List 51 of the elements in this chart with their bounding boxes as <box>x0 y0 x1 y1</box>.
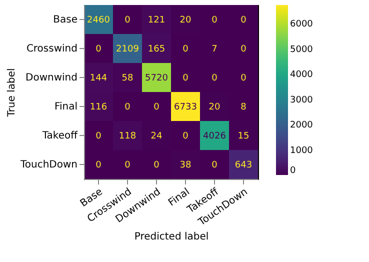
data-label: 0 <box>124 160 131 170</box>
data-label: 0 <box>96 44 102 54</box>
color-bar-label: 2000 <box>290 120 314 130</box>
y-tick-label: Crosswind <box>26 44 78 54</box>
y-tick-label: Takeoff <box>41 130 79 142</box>
y-tick-label: Base <box>53 14 78 26</box>
data-label: 0 <box>212 16 218 26</box>
data-label: 144 <box>90 74 108 84</box>
color-bar-label: 6000 <box>290 20 314 30</box>
data-label: 58 <box>122 74 134 84</box>
data-label: 0 <box>182 74 189 84</box>
data-label: 0 <box>240 74 247 84</box>
color-bar-label: 4000 <box>290 70 314 80</box>
data-label: 0 <box>154 160 160 170</box>
data-label: 118 <box>118 132 136 142</box>
data-label: 6733 <box>174 102 197 112</box>
data-label: 0 <box>96 160 102 170</box>
x-axis-title: Predicted label <box>134 231 209 242</box>
data-label: 643 <box>234 160 252 170</box>
data-label: 0 <box>240 44 247 54</box>
data-label: 2460 <box>87 16 110 26</box>
data-label: 4026 <box>203 132 226 142</box>
data-label: 0 <box>182 44 189 54</box>
data-label: 24 <box>150 132 162 142</box>
data-label: 0 <box>212 160 218 170</box>
data-label: 20 <box>180 16 192 26</box>
color-bar-label: 3000 <box>290 95 314 106</box>
color-bar-label: 0 <box>290 166 296 176</box>
data-label: 8 <box>240 102 247 112</box>
color-bar-label: 5000 <box>290 44 314 55</box>
data-label: 7 <box>212 44 218 54</box>
data-label: 116 <box>90 102 108 112</box>
y-tick-label: TouchDown <box>19 160 78 170</box>
data-label: 5720 <box>145 74 168 84</box>
y-tick-label: Final <box>54 102 78 112</box>
y-axis-title: True label <box>6 68 18 118</box>
data-label: 2109 <box>116 44 140 54</box>
data-label: 0 <box>124 102 131 112</box>
color-bar-label: 1000 <box>290 146 314 156</box>
data-label: 15 <box>238 132 250 142</box>
data-label: 0 <box>240 16 247 26</box>
y-tick-label: Downwind <box>26 72 78 84</box>
data-label: 20 <box>208 102 220 112</box>
data-label: 0 <box>182 132 189 142</box>
data-label: 0 <box>212 74 218 84</box>
data-label: 0 <box>124 16 131 26</box>
data-label: 38 <box>180 160 192 170</box>
data-label: 0 <box>154 102 160 112</box>
data-label: 0 <box>96 132 102 142</box>
data-label: 121 <box>148 16 166 26</box>
data-label: 165 <box>148 44 166 54</box>
